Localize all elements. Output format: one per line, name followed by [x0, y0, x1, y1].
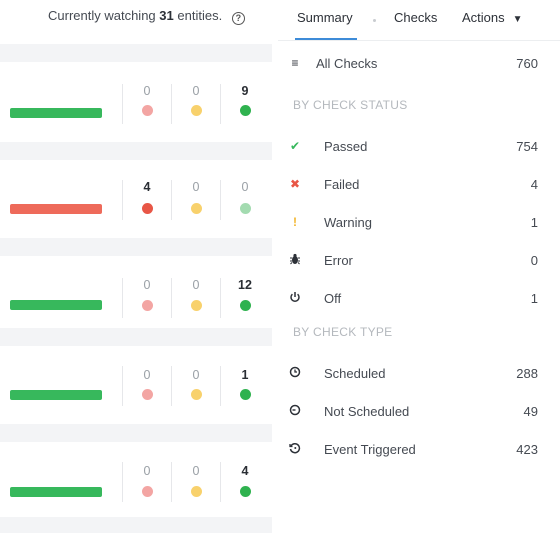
passed-count: 9: [241, 84, 249, 98]
active-tab-indicator: [295, 38, 357, 40]
chevron-down-icon: ▼: [512, 14, 523, 25]
failed-dot: [142, 203, 153, 214]
list-divider: [0, 142, 272, 160]
status-count: 0: [530, 253, 538, 268]
help-circle-icon[interactable]: ?: [231, 12, 245, 25]
failed-dot: [142, 300, 153, 311]
clock-icon: [288, 366, 302, 381]
checks-summary-panel: Summary Checks Actions ▼ ≡ All Checks 760…: [278, 0, 560, 533]
failed-count: 0: [143, 84, 151, 98]
status-label: Failed: [324, 177, 360, 192]
type-label: Not Scheduled: [324, 404, 410, 419]
status-label: Error: [324, 253, 353, 268]
watching-status: Currently watching 31 entities. ?: [48, 8, 245, 25]
filter-off[interactable]: Off 1: [278, 288, 550, 310]
warning-dot: [191, 203, 202, 214]
warning-count: 0: [192, 464, 200, 478]
status-label: Off: [324, 291, 342, 306]
passed-count: 4: [241, 464, 249, 478]
x-icon: ✖: [289, 177, 301, 191]
failed-count: 0: [143, 368, 151, 382]
filter-not-scheduled[interactable]: Not Scheduled 49: [278, 401, 550, 423]
type-count: 423: [516, 442, 538, 457]
section-heading-type: BY CHECK TYPE: [293, 325, 393, 339]
list-divider: [0, 238, 272, 256]
warning-dot: [191, 300, 202, 311]
type-count: 288: [516, 366, 538, 381]
passed-count: 0: [241, 180, 249, 194]
warning-count: 0: [192, 368, 200, 382]
section-heading-status: BY CHECK STATUS: [293, 98, 408, 112]
entity-row[interactable]: 0 0 1: [0, 346, 272, 424]
status-count: 1: [530, 291, 538, 306]
status-count: 1: [530, 215, 538, 230]
entity-row[interactable]: 4 0 0: [0, 160, 272, 238]
type-label: Scheduled: [324, 366, 386, 381]
status-label: Passed: [324, 139, 368, 154]
list-divider: [0, 517, 272, 533]
tab-separator: [373, 19, 376, 22]
filter-error[interactable]: Error 0: [278, 250, 550, 272]
entity-list-panel: Currently watching 31 entities. ? 0 0 9 …: [0, 0, 272, 533]
clock-off-icon: [288, 404, 302, 419]
entity-status-bar: [10, 204, 102, 214]
passed-dot: [240, 105, 251, 116]
type-label: Event Triggered: [324, 442, 416, 457]
passed-dot: [240, 486, 251, 497]
failed-dot: [142, 105, 153, 116]
entity-status-bar: [10, 108, 102, 118]
status-count: 754: [516, 139, 538, 154]
list-divider: [0, 44, 272, 62]
status-count: 4: [530, 177, 538, 192]
failed-count: 0: [143, 278, 151, 292]
list-divider: [0, 328, 272, 346]
actions-dropdown[interactable]: Actions ▼: [462, 10, 523, 25]
filter-event-triggered[interactable]: Event Triggered 423: [278, 439, 550, 461]
passed-count: 12: [238, 278, 252, 292]
entity-status-bar: [10, 487, 102, 497]
tab-summary[interactable]: Summary: [297, 10, 353, 25]
tab-checks[interactable]: Checks: [394, 10, 438, 25]
filter-all-checks[interactable]: ≡ All Checks 760: [278, 53, 550, 75]
bug-icon: [288, 253, 302, 268]
passed-dot: [240, 300, 251, 311]
entity-row[interactable]: 0 0 4: [0, 442, 272, 517]
filter-scheduled[interactable]: Scheduled 288: [278, 363, 550, 385]
warning-count: 0: [192, 84, 200, 98]
warning-dot: [191, 389, 202, 400]
entity-row[interactable]: 0 0 12: [0, 256, 272, 328]
entity-row[interactable]: 0 0 9: [0, 62, 272, 142]
power-icon: [288, 291, 302, 306]
failed-dot: [142, 486, 153, 497]
warning-count: 0: [192, 278, 200, 292]
list-icon: ≡: [291, 56, 299, 70]
filter-passed[interactable]: ✔ Passed 754: [278, 136, 550, 158]
passed-count: 1: [241, 368, 249, 382]
passed-dot: [240, 203, 251, 214]
watching-suffix: entities.: [177, 8, 223, 23]
all-checks-label: All Checks: [316, 56, 378, 71]
watching-count: 31: [159, 8, 174, 23]
failed-count: 4: [143, 180, 151, 194]
list-divider: [0, 424, 272, 442]
failed-dot: [142, 389, 153, 400]
check-icon: ✔: [289, 139, 301, 153]
passed-dot: [240, 389, 251, 400]
clock-trigger-icon: [288, 442, 302, 457]
entity-status-bar: [10, 390, 102, 400]
type-count: 49: [523, 404, 538, 419]
warning-dot: [191, 105, 202, 116]
status-label: Warning: [324, 215, 372, 230]
filter-failed[interactable]: ✖ Failed 4: [278, 174, 550, 196]
actions-label: Actions: [462, 10, 505, 25]
warning-dot: [191, 486, 202, 497]
filter-warning[interactable]: ! Warning 1: [278, 212, 550, 234]
warning-count: 0: [192, 180, 200, 194]
watching-prefix: Currently watching: [48, 8, 156, 23]
failed-count: 0: [143, 464, 151, 478]
tab-divider: [278, 40, 560, 41]
exclamation-icon: !: [293, 215, 297, 229]
entity-status-bar: [10, 300, 102, 310]
all-checks-count: 760: [516, 56, 538, 71]
